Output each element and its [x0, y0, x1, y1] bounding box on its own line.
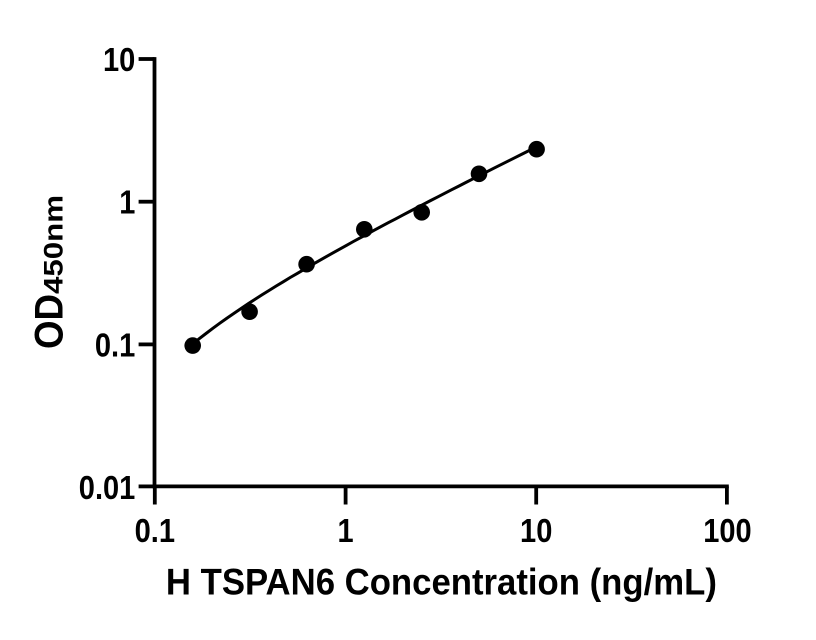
- svg-text:OD450nm: OD450nm: [28, 195, 72, 349]
- svg-text:10: 10: [520, 512, 552, 549]
- svg-text:0.1: 0.1: [135, 512, 175, 549]
- svg-text:1: 1: [338, 512, 354, 549]
- svg-text:0.01: 0.01: [79, 469, 136, 506]
- svg-text:1: 1: [119, 184, 135, 221]
- svg-text:0.1: 0.1: [95, 326, 135, 363]
- svg-text:100: 100: [703, 512, 751, 549]
- svg-text:10: 10: [103, 41, 135, 78]
- svg-text:H TSPAN6 Concentration (ng/mL): H TSPAN6 Concentration (ng/mL): [166, 561, 717, 602]
